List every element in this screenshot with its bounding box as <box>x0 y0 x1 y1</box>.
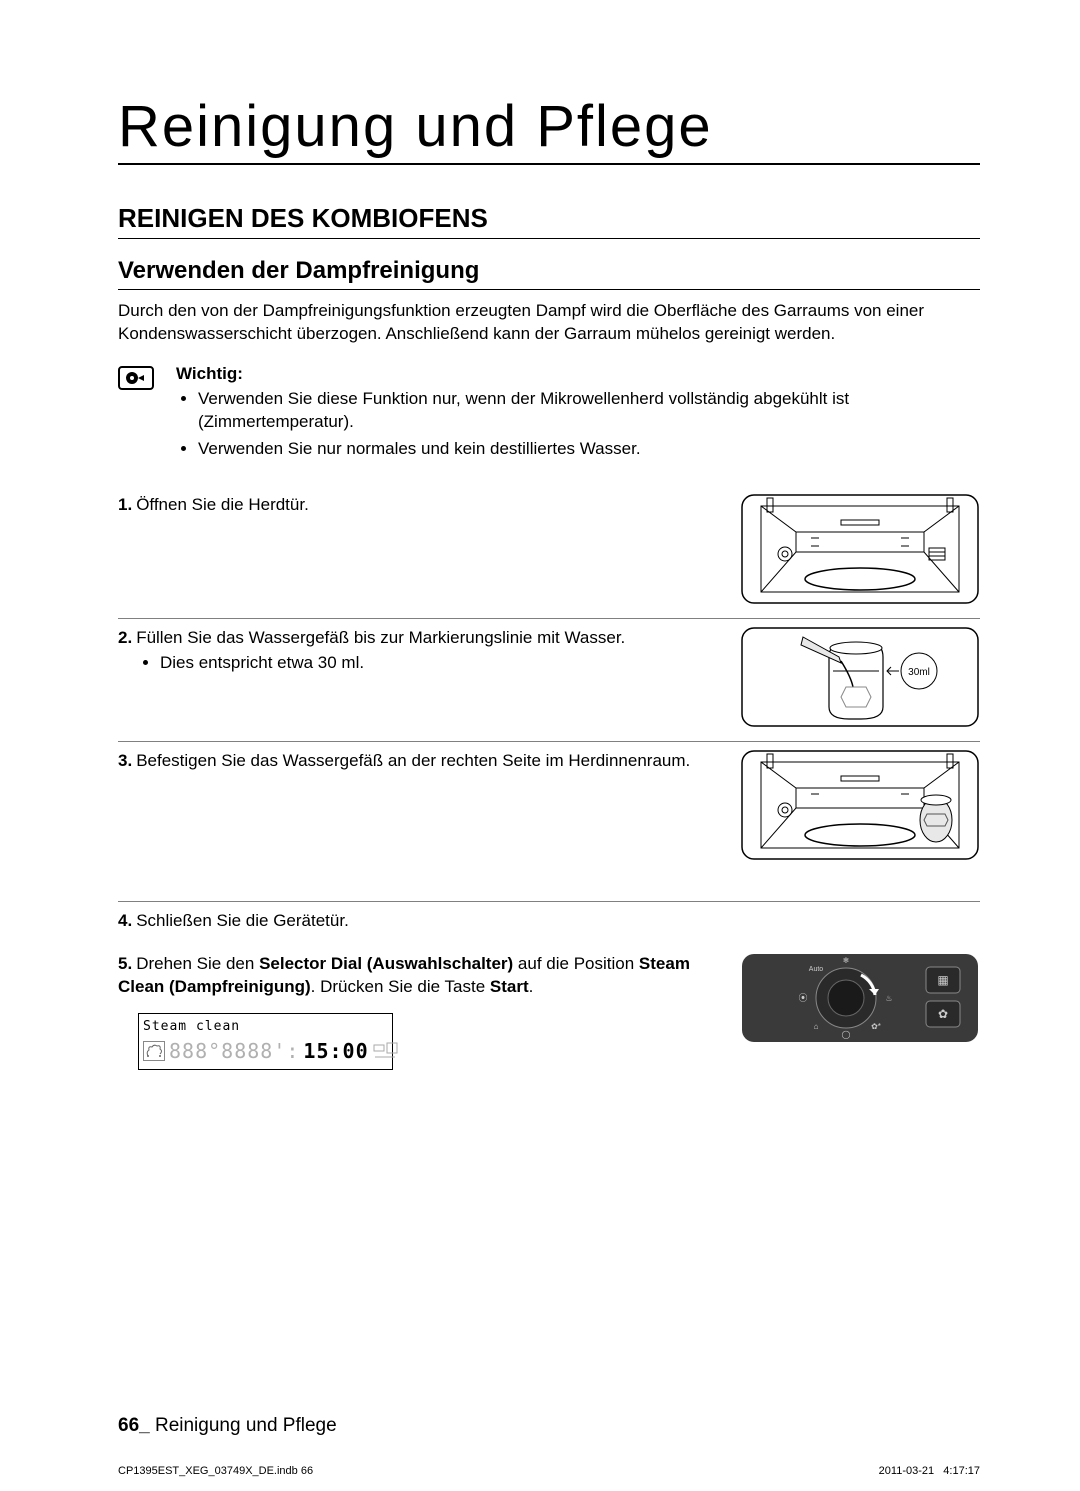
svg-text:❄: ❄ <box>843 956 850 965</box>
step-figure-oven-cup-placed <box>740 750 980 860</box>
svg-text:♨: ♨ <box>885 994 892 1003</box>
step-number: 1. <box>118 495 132 514</box>
step-text: Schließen Sie die Gerätetür. <box>136 911 349 930</box>
important-bullet: Verwenden Sie diese Funktion nur, wenn d… <box>198 388 980 434</box>
step: 1.Öffnen Sie die Herdtür. <box>118 486 980 619</box>
fig-label-30ml: 30ml <box>908 667 930 678</box>
steps-list: 1.Öffnen Sie die Herdtür. <box>118 486 980 1083</box>
svg-text:✿*: ✿* <box>871 1022 881 1031</box>
step: 2.Füllen Sie das Wassergefäß bis zur Mar… <box>118 619 980 742</box>
important-icon <box>118 366 154 390</box>
step-number: 3. <box>118 751 132 770</box>
svg-text:⌂: ⌂ <box>814 1022 819 1031</box>
lcd-display: Steam clean 888°8888': 15:00 <box>138 1013 393 1070</box>
subsection-heading: Verwenden der Dampfreinigung <box>118 257 980 290</box>
step: 4.Schließen Sie die Gerätetür. <box>118 902 980 939</box>
intro-text: Durch den von der Dampfreinigungsfunktio… <box>118 300 980 346</box>
step-text: Füllen Sie das Wassergefäß bis zur Marki… <box>136 628 625 647</box>
footer-label: Reinigung und Pflege <box>150 1415 337 1436</box>
step-number: 5. <box>118 954 132 973</box>
step-text: Befestigen Sie das Wassergefäß an der re… <box>136 751 690 770</box>
lcd-aux-icon <box>373 1041 399 1061</box>
step-text: Drehen Sie den Selector Dial (Auswahlsch… <box>118 954 690 996</box>
svg-text:▦: ▦ <box>937 973 948 987</box>
print-date: 2011-03-21 <box>879 1465 934 1477</box>
important-label: Wichtig: <box>176 364 980 384</box>
important-bullet: Verwenden Sie nur normales und kein dest… <box>198 438 980 461</box>
print-time: 4:17:17 <box>943 1465 980 1477</box>
step-sub-bullet: Dies entspricht etwa 30 ml. <box>160 652 730 675</box>
step-figure-water-cup: 30ml <box>740 627 980 727</box>
step-text: Öffnen Sie die Herdtür. <box>136 495 309 514</box>
lcd-steam-icon <box>143 1041 165 1061</box>
step-figure-control-dial: ❄ Auto ⦿ ♨ ⌂ ◯ ✿* ▦ ✿ <box>740 953 980 1043</box>
lcd-digits-dim: 888°8888': <box>169 1038 299 1065</box>
print-metadata: CP1395EST_XEG_03749X_DE.indb 66 2011-03-… <box>118 1465 980 1477</box>
step-number: 4. <box>118 911 132 930</box>
section-heading: REINIGEN DES KOMBIOFENS <box>118 203 980 239</box>
print-file: CP1395EST_XEG_03749X_DE.indb 66 <box>118 1465 313 1477</box>
lcd-time: 15:00 <box>303 1038 368 1065</box>
page-footer: 66_ Reinigung und Pflege <box>118 1415 337 1437</box>
important-block: Wichtig: Verwenden Sie diese Funktion nu… <box>118 364 980 465</box>
step: 5.Drehen Sie den Selector Dial (Auswahls… <box>118 939 980 1083</box>
step-number: 2. <box>118 628 132 647</box>
page-number: 66_ <box>118 1415 150 1436</box>
lcd-mode-label: Steam clean <box>143 1018 388 1036</box>
svg-text:⦿: ⦿ <box>798 993 807 1003</box>
svg-text:Auto: Auto <box>809 966 824 973</box>
svg-text:✿: ✿ <box>938 1007 948 1021</box>
svg-text:◯: ◯ <box>842 1030 851 1039</box>
step: 3.Befestigen Sie das Wassergefäß an der … <box>118 742 980 902</box>
step-figure-oven-open <box>740 494 980 604</box>
page-title: Reinigung und Pflege <box>118 95 980 165</box>
